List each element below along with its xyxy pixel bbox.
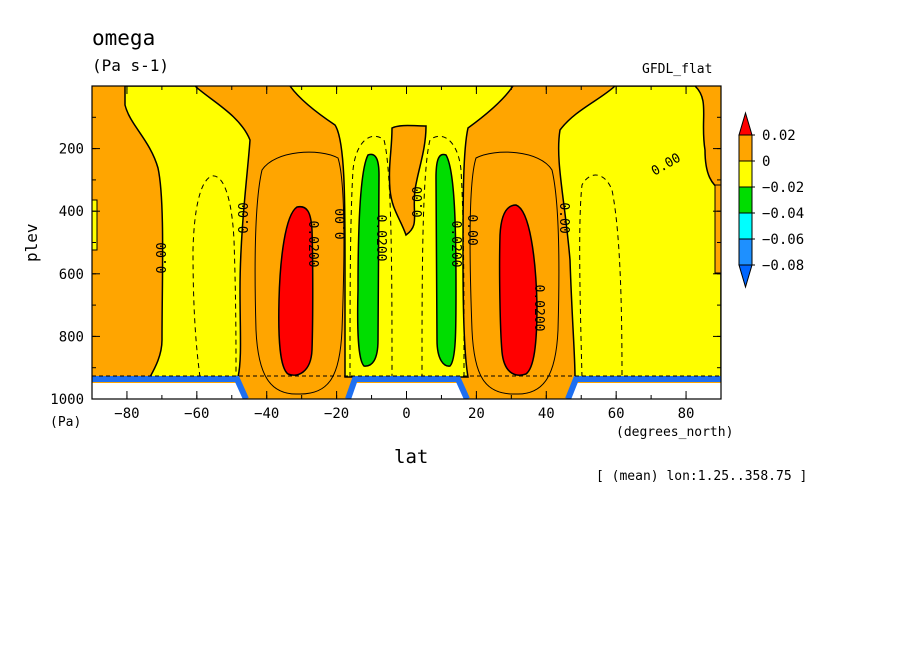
x-axis-label: lat <box>394 446 429 468</box>
colorbar-segment <box>738 238 753 266</box>
contour-label: 0.00 <box>334 208 349 239</box>
contour-label: 0.00 <box>464 214 479 245</box>
region-green-north <box>435 153 457 367</box>
colorbar-segment <box>738 186 753 214</box>
contour-label: 0.00 <box>556 202 571 233</box>
x-tick-label: −40 <box>254 406 279 422</box>
y-tick-label: 600 <box>59 267 84 283</box>
contour-label: 0.00 <box>237 202 252 233</box>
contour-label: 0.0200 <box>305 221 320 268</box>
x-tick-label: −60 <box>184 406 209 422</box>
chart-units: (Pa s-1) <box>92 56 170 75</box>
colorbar-label: −0.06 <box>762 232 804 248</box>
x-axis-unit: (degrees_north) <box>616 425 734 440</box>
region-red-south <box>278 205 314 376</box>
chart-title: omega <box>92 26 156 50</box>
x-tick-label: 40 <box>538 406 555 422</box>
colorbar-segment <box>738 160 753 188</box>
colorbar-label: −0.04 <box>762 206 804 222</box>
x-tick-label: 60 <box>608 406 625 422</box>
contour-field <box>92 86 721 399</box>
region-green-south <box>356 153 380 367</box>
x-tick-label: −80 <box>114 406 139 422</box>
colorbar-label: −0.08 <box>762 258 804 274</box>
contour-dashed-2 <box>349 135 393 378</box>
averaging-note: [ (mean) lon:1.25..358.75 ] <box>596 469 808 484</box>
region-equatorial-blob <box>388 124 427 237</box>
edge-strip-left <box>92 199 98 251</box>
y-tick-label: 400 <box>59 204 84 220</box>
contour-label: 0.00 <box>155 242 170 273</box>
x-tick-label: 0 <box>402 406 410 422</box>
x-tick-label: 80 <box>678 406 695 422</box>
region-surface-band <box>92 376 721 399</box>
contour-label: 0.0200 <box>531 285 546 332</box>
colorbar-segment <box>738 134 753 162</box>
contour-label: 0.0200 <box>373 215 388 262</box>
colorbar-label: 0.02 <box>762 128 796 144</box>
colorbar-label: −0.02 <box>762 180 804 196</box>
region-weak-negative-top-2 <box>289 86 514 378</box>
dataset-label: GFDL_flat <box>642 62 713 77</box>
contour-label: 0.00 <box>411 186 426 217</box>
y-axis-unit: (Pa) <box>50 415 82 430</box>
colorbar-top-arrow <box>738 111 753 136</box>
y-axis-ticks: 200 400 600 800 1000 <box>50 116 721 408</box>
colorbar-bottom-arrow <box>738 264 753 289</box>
contour-dashed-1 <box>192 175 237 378</box>
y-tick-label: 200 <box>59 142 84 158</box>
contour-label: 0.0200 <box>448 221 463 268</box>
contour-dashed-4 <box>579 174 623 378</box>
x-tick-label: −20 <box>324 406 349 422</box>
edge-strip-right <box>714 184 721 274</box>
region-red-north <box>498 204 538 376</box>
contour-dashed-3 <box>421 135 465 378</box>
colorbar-label: 0 <box>762 154 770 170</box>
y-tick-label: 1000 <box>50 392 84 408</box>
x-axis-ticks: −80 −60 −40 −20 0 20 40 60 80 <box>91 86 722 422</box>
x-tick-label: 20 <box>468 406 485 422</box>
y-tick-label: 800 <box>59 329 84 345</box>
colorbar-segment <box>738 212 753 240</box>
colorbar: 0.02 0 −0.02 −0.04 −0.06 −0.08 <box>738 111 804 289</box>
region-weak-negative-top-3 <box>557 86 721 378</box>
